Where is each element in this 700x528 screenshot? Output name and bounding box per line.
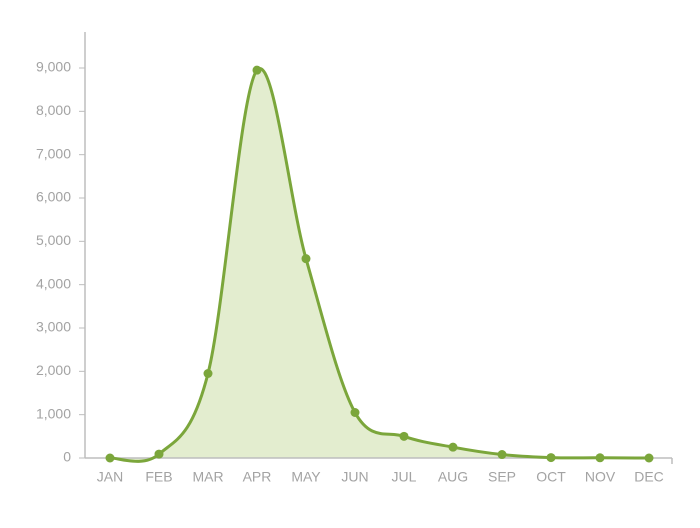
point [154,449,164,459]
x-tick-label: JAN [97,469,123,485]
point [350,408,360,417]
x-tick-label: FEB [145,469,172,485]
x-tick-label: OCT [536,469,566,485]
x-tick-label: MAR [192,469,223,485]
line [109,67,650,463]
y-tick-label: 3,000 [36,319,71,335]
point [203,369,213,378]
point [497,450,507,460]
point [252,65,262,75]
x-tick-label: NOV [585,469,616,485]
y-tick-label: 9,000 [36,59,71,75]
point [399,431,409,441]
point [105,453,115,463]
x-tick-label: JUL [392,469,417,485]
x-tick-label: JUN [341,469,368,485]
y-tick-label: 4,000 [36,275,71,291]
x-tick-label: SEP [488,469,516,485]
y-tick-label: 0 [63,449,71,465]
area [110,68,649,462]
y-tick-label: 8,000 [36,102,71,118]
y-tick-label: 2,000 [36,362,71,378]
point [546,453,556,463]
point [301,254,311,264]
x-tick-label: AUG [438,469,468,485]
point [595,453,605,463]
x-tick-label: DEC [634,469,664,485]
x-tick-label: MAY [291,469,321,485]
x-tick-label: APR [243,469,272,485]
y-tick-label: 1,000 [36,405,71,421]
y-tick-label: 6,000 [36,189,71,205]
y-tick-label: 5,000 [36,232,71,248]
y-tick-label: 7,000 [36,145,71,161]
point [644,453,654,463]
point [448,442,458,452]
